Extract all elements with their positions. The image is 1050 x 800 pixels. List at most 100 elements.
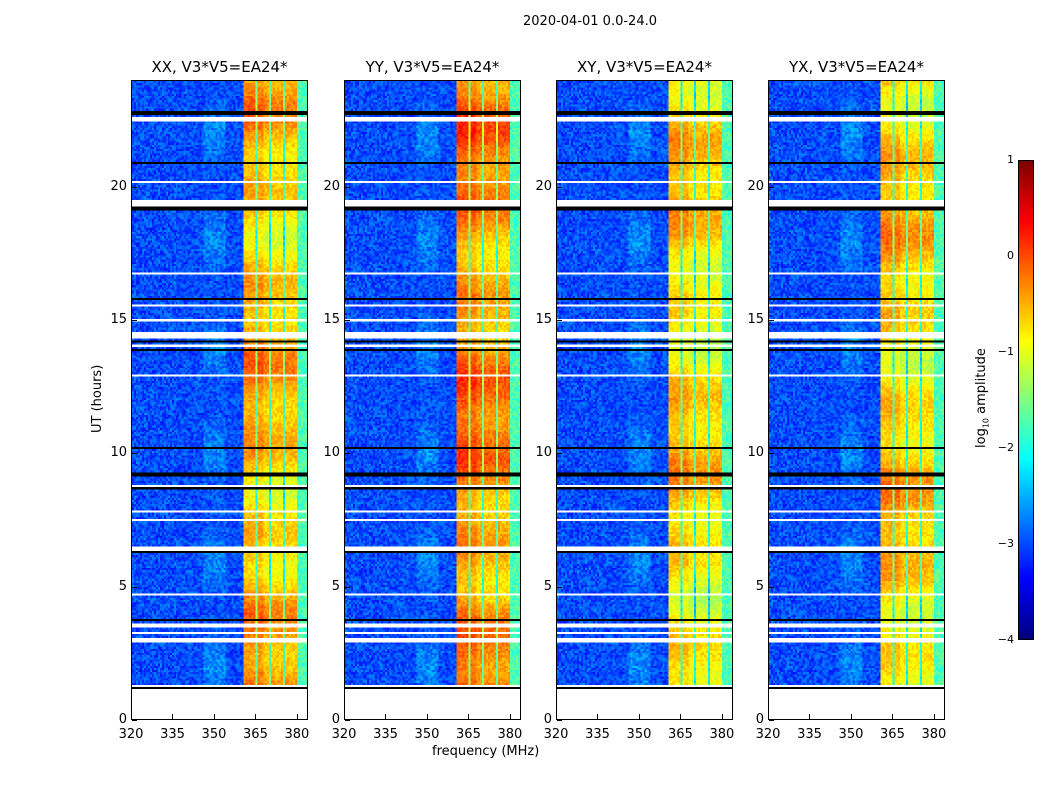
x-tick-mark (933, 714, 935, 719)
x-tick-label: 365 (668, 727, 693, 742)
data-start-line (557, 686, 732, 689)
data-start-line (132, 686, 307, 689)
x-tick-label: 380 (709, 727, 735, 742)
y-tick-mark (345, 586, 350, 588)
y-tick-label: 20 (535, 178, 552, 194)
y-tick-mark (769, 586, 774, 588)
colorbar-tick-label: −1 (997, 345, 1014, 358)
y-tick-label: 0 (755, 712, 764, 727)
x-tick-label: 365 (880, 727, 905, 742)
panel-title: YY, V3*V5=EA24* (365, 58, 500, 76)
x-tick-mark (556, 714, 557, 719)
panel-2 (344, 80, 521, 720)
y-tick-mark (769, 320, 774, 321)
heatmap-cells (557, 81, 732, 719)
panel-4 (768, 80, 945, 720)
colorbar (1018, 160, 1034, 640)
heatmap-cells (345, 81, 520, 719)
y-tick-label: 15 (110, 312, 127, 327)
y-tick-label: 5 (543, 578, 552, 594)
x-tick-label: 335 (585, 727, 610, 742)
y-tick-label: 0 (118, 712, 127, 727)
panel-1 (131, 80, 308, 720)
colorbar-tick-label: −2 (997, 441, 1014, 454)
x-tick-label: 350 (201, 727, 227, 742)
x-tick-label: 380 (284, 727, 310, 742)
y-tick-mark (132, 453, 137, 455)
panel-title: XX, V3*V5=EA24* (151, 58, 288, 76)
x-tick-label: 350 (414, 727, 440, 742)
y-tick-mark (345, 186, 350, 188)
x-tick-mark (809, 714, 811, 719)
y-tick-label: 15 (535, 312, 552, 327)
y-tick-label: 0 (331, 712, 340, 727)
colorbar-tick-label: 1 (1007, 153, 1014, 166)
x-tick-mark (172, 714, 174, 719)
y-tick-mark (557, 186, 562, 188)
panel-title: XY, V3*V5=EA24* (577, 58, 712, 76)
colorbar-tick-label: −4 (997, 633, 1014, 646)
x-tick-mark (509, 714, 511, 719)
y-axis-label: UT (hours) (90, 364, 105, 433)
x-tick-label: 320 (331, 727, 357, 742)
y-tick-label: 10 (323, 445, 340, 461)
x-tick-mark (213, 714, 215, 719)
y-tick-mark (345, 720, 350, 721)
x-tick-mark (131, 714, 132, 719)
y-tick-mark (132, 720, 137, 721)
y-tick-label: 20 (323, 178, 340, 194)
x-tick-label: 335 (160, 727, 185, 742)
panel-3 (556, 80, 733, 720)
x-tick-label: 320 (543, 727, 569, 742)
panel-title: YX, V3*V5=EA24* (789, 58, 924, 76)
x-tick-label: 365 (456, 727, 481, 742)
y-tick-mark (345, 453, 350, 455)
x-tick-mark (721, 714, 723, 719)
y-tick-label: 10 (535, 445, 552, 461)
y-tick-label: 10 (110, 445, 127, 461)
y-tick-label: 20 (110, 178, 127, 194)
colorbar-label: log10 amplitude (974, 348, 991, 448)
y-tick-mark (557, 320, 562, 321)
y-tick-mark (557, 453, 562, 455)
y-tick-label: 0 (543, 712, 552, 727)
x-tick-mark (426, 714, 428, 719)
x-tick-mark (468, 714, 470, 719)
colorbar-tick-label: −3 (997, 537, 1014, 550)
x-tick-label: 380 (497, 727, 523, 742)
y-tick-label: 10 (747, 445, 764, 461)
x-tick-mark (344, 714, 345, 719)
y-tick-mark (132, 186, 137, 188)
colorbar-tick-label: 0 (1007, 249, 1014, 262)
x-tick-label: 350 (838, 727, 864, 742)
x-tick-mark (296, 714, 298, 719)
x-tick-mark (680, 714, 682, 719)
y-tick-label: 5 (331, 578, 340, 594)
x-tick-label: 320 (755, 727, 781, 742)
x-tick-mark (892, 714, 894, 719)
y-tick-label: 5 (118, 578, 127, 594)
y-tick-mark (557, 720, 562, 721)
colorbar-gradient (1019, 161, 1033, 639)
heatmap-cells (132, 81, 307, 719)
y-tick-mark (132, 320, 137, 321)
y-tick-mark (769, 186, 774, 188)
y-tick-mark (769, 720, 774, 721)
y-tick-label: 15 (323, 312, 340, 327)
x-tick-label: 335 (797, 727, 822, 742)
y-tick-label: 15 (747, 312, 764, 327)
x-tick-label: 335 (373, 727, 398, 742)
y-tick-label: 5 (755, 578, 764, 594)
y-tick-mark (345, 320, 350, 321)
y-tick-label: 20 (747, 178, 764, 194)
x-tick-mark (638, 714, 640, 719)
x-tick-mark (768, 714, 769, 719)
y-tick-mark (769, 453, 774, 455)
data-start-line (345, 686, 520, 689)
x-axis-label: frequency (MHz) (432, 744, 540, 759)
x-tick-label: 365 (243, 727, 268, 742)
x-tick-mark (597, 714, 599, 719)
y-tick-mark (557, 586, 562, 588)
x-tick-mark (255, 714, 257, 719)
data-start-line (769, 686, 944, 689)
